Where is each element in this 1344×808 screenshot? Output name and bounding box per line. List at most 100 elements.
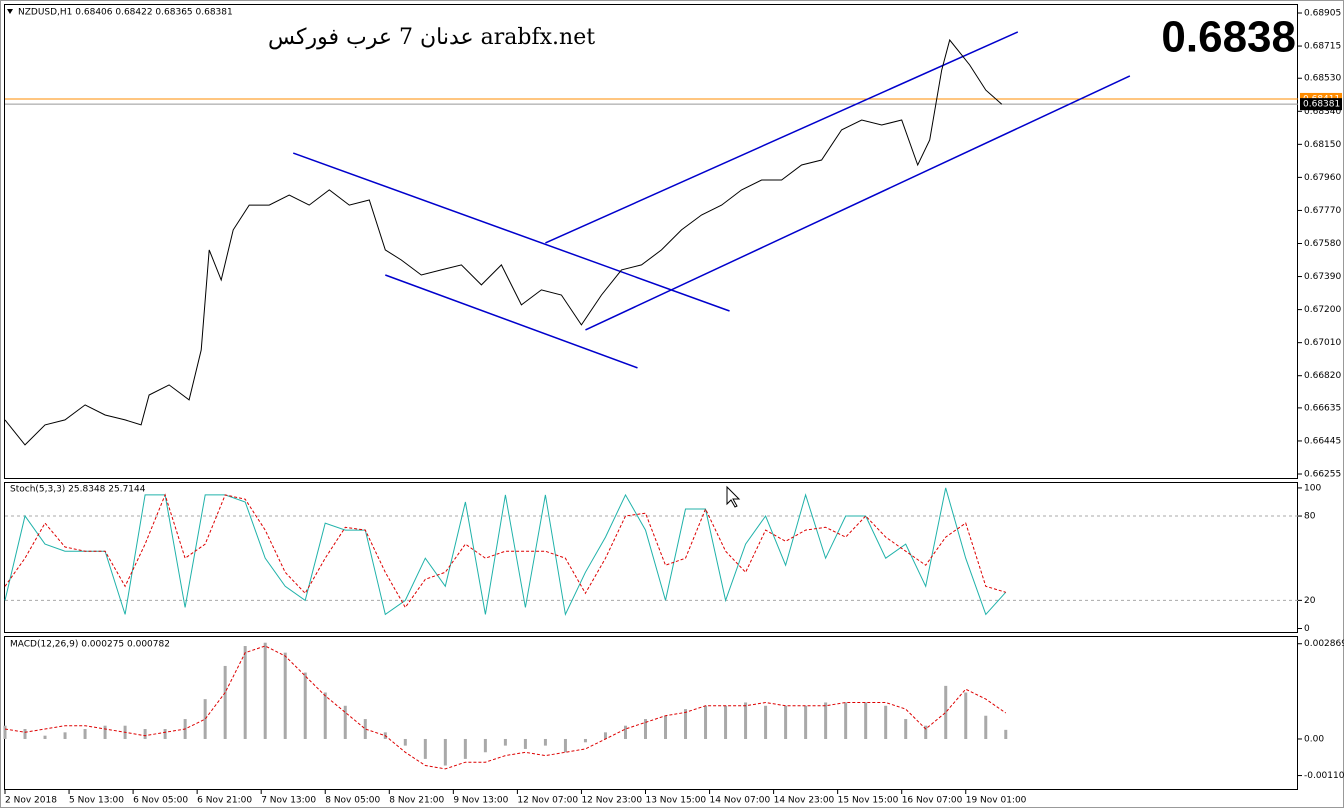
x-tick-label: 5 Nov 13:00 bbox=[69, 796, 124, 806]
histogram-bar bbox=[784, 705, 788, 739]
histogram-bar bbox=[764, 705, 768, 739]
y-tick-label: 0 bbox=[1304, 624, 1310, 634]
histogram-bar bbox=[603, 732, 607, 739]
y-tick-label: 0.00 bbox=[1304, 734, 1324, 744]
y-tick-label: 0.67770 bbox=[1304, 206, 1341, 216]
y-tick-label: 100 bbox=[1304, 483, 1321, 493]
histogram-bar bbox=[583, 738, 587, 743]
y-tick-label: 0.66635 bbox=[1304, 403, 1341, 413]
histogram-bar bbox=[844, 702, 848, 739]
x-tick-label: 19 Nov 01:00 bbox=[966, 796, 1027, 806]
y-tick-label: 0.66820 bbox=[1304, 371, 1341, 381]
x-tick-label: 7 Nov 13:00 bbox=[261, 796, 316, 806]
histogram-bar bbox=[724, 705, 728, 739]
y-tick-label: 0.68715 bbox=[1304, 42, 1341, 52]
histogram-bar bbox=[744, 702, 748, 739]
histogram-bar bbox=[43, 735, 47, 739]
watermark: عدنان 7 عرب فوركس arabfx.net bbox=[268, 25, 595, 50]
histogram-bar bbox=[684, 709, 688, 739]
histogram-bar bbox=[1004, 729, 1008, 739]
x-tick-label: 9 Nov 13:00 bbox=[453, 796, 508, 806]
histogram-bar bbox=[623, 725, 627, 739]
histogram-bar bbox=[664, 715, 668, 739]
y-tick-label: 0.67390 bbox=[1304, 272, 1341, 282]
x-tick-label: 2 Nov 2018 bbox=[5, 796, 57, 806]
histogram-bar bbox=[103, 725, 107, 739]
x-tick-label: 14 Nov 23:00 bbox=[774, 796, 835, 806]
histogram-bar bbox=[163, 729, 167, 739]
main-frame bbox=[4, 4, 1298, 479]
x-tick-label: 8 Nov 05:00 bbox=[325, 796, 380, 806]
histogram-bar bbox=[944, 685, 948, 739]
histogram-bar bbox=[323, 692, 327, 739]
price-label-box bbox=[1300, 98, 1342, 111]
x-tick-label: 6 Nov 05:00 bbox=[133, 796, 188, 806]
y-tick-label: 20 bbox=[1304, 596, 1316, 606]
histogram-bar bbox=[3, 725, 7, 739]
x-tick-label: 12 Nov 23:00 bbox=[581, 796, 642, 806]
y-tick-label: 0.66255 bbox=[1304, 469, 1341, 479]
y-tick-label: 0.67010 bbox=[1304, 338, 1341, 348]
histogram-bar bbox=[864, 702, 868, 739]
histogram-bar bbox=[483, 738, 487, 753]
chart-title: NZDUSD,H1 0.68406 0.68422 0.68365 0.6838… bbox=[18, 8, 233, 18]
histogram-bar bbox=[924, 725, 928, 739]
stoch-frame bbox=[4, 482, 1298, 633]
histogram-bar bbox=[303, 672, 307, 739]
histogram-bar bbox=[263, 642, 267, 739]
y-tick-label: 0.66445 bbox=[1304, 436, 1341, 446]
big-price: 0.6838 bbox=[1161, 13, 1296, 62]
histogram-bar bbox=[904, 719, 908, 739]
x-tick-label: 16 Nov 07:00 bbox=[902, 796, 963, 806]
trendline bbox=[292, 152, 730, 312]
histogram-bar bbox=[643, 719, 647, 739]
histogram-bar bbox=[463, 738, 467, 759]
histogram-bar bbox=[23, 729, 27, 739]
stoch-title: Stoch(5,3,3) 25.8348 25.7144 bbox=[10, 485, 146, 495]
histogram-bar bbox=[884, 705, 888, 739]
histogram-bar bbox=[503, 738, 507, 746]
histogram-bar bbox=[363, 719, 367, 739]
histogram-bar bbox=[283, 652, 287, 739]
histogram-bar bbox=[143, 729, 147, 739]
histogram-bar bbox=[804, 705, 808, 739]
histogram-bar bbox=[423, 738, 427, 759]
y-tick-label: 0.67200 bbox=[1304, 305, 1341, 315]
y-tick-label: 0.68340 bbox=[1304, 107, 1341, 117]
y-tick-label: 0.68150 bbox=[1304, 140, 1341, 150]
histogram-bar bbox=[223, 665, 227, 739]
price-label: 0.68381 bbox=[1303, 100, 1340, 110]
y-tick-label: 0.68905 bbox=[1304, 9, 1341, 19]
histogram-bar bbox=[523, 738, 527, 749]
histogram-bar bbox=[343, 705, 347, 739]
histogram-bar bbox=[704, 705, 708, 739]
macd-frame bbox=[4, 636, 1298, 790]
cursor bbox=[726, 485, 741, 508]
series-line bbox=[4, 493, 1006, 609]
histogram-bar bbox=[243, 646, 247, 739]
x-tick-label: 15 Nov 15:00 bbox=[838, 796, 899, 806]
y-tick-label: 0.68530 bbox=[1304, 74, 1341, 84]
histogram-bar bbox=[203, 699, 207, 739]
histogram-bar bbox=[563, 738, 567, 753]
histogram-bar bbox=[543, 738, 547, 746]
x-tick-label: 12 Nov 07:00 bbox=[517, 796, 578, 806]
x-tick-label: 8 Nov 21:00 bbox=[389, 796, 444, 806]
dropdown-icon bbox=[7, 9, 13, 14]
trendline bbox=[585, 75, 1131, 331]
histogram-bar bbox=[83, 729, 87, 739]
series-line bbox=[4, 38, 1003, 446]
y-tick-label: 0.002869 bbox=[1304, 639, 1344, 649]
series-line bbox=[4, 645, 1007, 770]
macd-title: MACD(12,26,9) 0.000275 0.000782 bbox=[10, 640, 170, 650]
x-tick-label: 13 Nov 15:00 bbox=[645, 796, 706, 806]
x-tick-label: 14 Nov 07:00 bbox=[710, 796, 771, 806]
histogram-bar bbox=[403, 738, 407, 746]
histogram-bar bbox=[964, 692, 968, 739]
histogram-bar bbox=[443, 738, 447, 766]
x-tick-label: 6 Nov 21:00 bbox=[197, 796, 252, 806]
